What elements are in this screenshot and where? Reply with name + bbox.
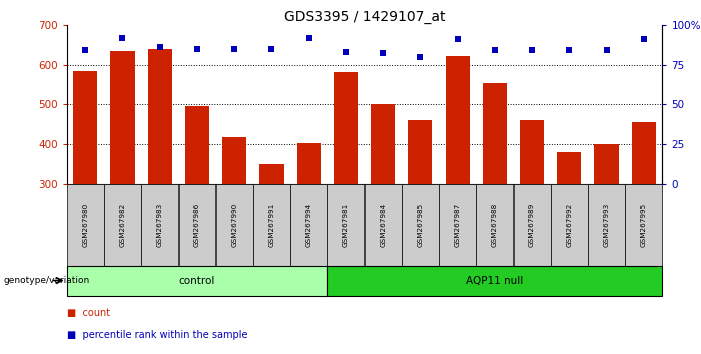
- Point: [378, 51, 389, 56]
- Text: GSM267984: GSM267984: [380, 202, 386, 247]
- Text: ■  percentile rank within the sample: ■ percentile rank within the sample: [67, 330, 247, 339]
- Point: [526, 47, 538, 53]
- Text: GSM267990: GSM267990: [231, 202, 237, 247]
- Bar: [290, 184, 327, 266]
- Point: [303, 35, 314, 40]
- Bar: [408, 120, 433, 184]
- Point: [564, 47, 575, 53]
- Text: ■  count: ■ count: [67, 308, 110, 318]
- Text: GSM267991: GSM267991: [268, 202, 274, 247]
- Point: [489, 47, 501, 53]
- Text: GSM267987: GSM267987: [455, 202, 461, 247]
- Point: [638, 36, 649, 42]
- Bar: [216, 184, 252, 266]
- Text: GSM267994: GSM267994: [306, 202, 312, 247]
- Bar: [297, 143, 321, 184]
- Text: GSM267993: GSM267993: [604, 202, 610, 247]
- Point: [154, 44, 165, 50]
- Bar: [477, 184, 513, 266]
- Bar: [110, 51, 135, 184]
- Bar: [371, 104, 395, 184]
- Point: [191, 46, 203, 51]
- Bar: [520, 120, 544, 184]
- Bar: [73, 70, 97, 184]
- Bar: [179, 184, 215, 266]
- Text: GSM267986: GSM267986: [194, 202, 200, 247]
- Point: [229, 46, 240, 51]
- Bar: [148, 50, 172, 184]
- Bar: [446, 56, 470, 184]
- Text: control: control: [179, 275, 215, 286]
- Bar: [588, 184, 625, 266]
- Point: [117, 35, 128, 40]
- Bar: [142, 184, 178, 266]
- Bar: [625, 184, 662, 266]
- Point: [266, 46, 277, 51]
- Bar: [594, 144, 619, 184]
- Bar: [104, 184, 141, 266]
- Bar: [327, 266, 662, 296]
- Point: [452, 36, 463, 42]
- Bar: [67, 266, 327, 296]
- Bar: [67, 184, 104, 266]
- Text: genotype/variation: genotype/variation: [4, 276, 90, 285]
- Bar: [259, 164, 283, 184]
- Bar: [632, 122, 656, 184]
- Text: GSM267983: GSM267983: [157, 202, 163, 247]
- Bar: [185, 107, 209, 184]
- Text: GSM267992: GSM267992: [566, 202, 572, 247]
- Bar: [551, 184, 587, 266]
- Text: GSM267982: GSM267982: [119, 202, 125, 247]
- Text: GSM267981: GSM267981: [343, 202, 349, 247]
- Bar: [483, 82, 507, 184]
- Point: [80, 47, 91, 53]
- Bar: [334, 72, 358, 184]
- Bar: [327, 184, 365, 266]
- Point: [340, 49, 351, 55]
- Text: GSM267995: GSM267995: [641, 202, 647, 247]
- Text: GSM267980: GSM267980: [82, 202, 88, 247]
- Text: AQP11 null: AQP11 null: [466, 275, 524, 286]
- Bar: [440, 184, 476, 266]
- Bar: [514, 184, 550, 266]
- Bar: [402, 184, 439, 266]
- Bar: [253, 184, 290, 266]
- Point: [601, 47, 612, 53]
- Text: GSM267988: GSM267988: [492, 202, 498, 247]
- Bar: [557, 152, 581, 184]
- Point: [415, 54, 426, 59]
- Bar: [365, 184, 402, 266]
- Text: GSM267989: GSM267989: [529, 202, 535, 247]
- Bar: [222, 137, 246, 184]
- Text: GSM267985: GSM267985: [417, 202, 423, 247]
- Title: GDS3395 / 1429107_at: GDS3395 / 1429107_at: [284, 10, 445, 24]
